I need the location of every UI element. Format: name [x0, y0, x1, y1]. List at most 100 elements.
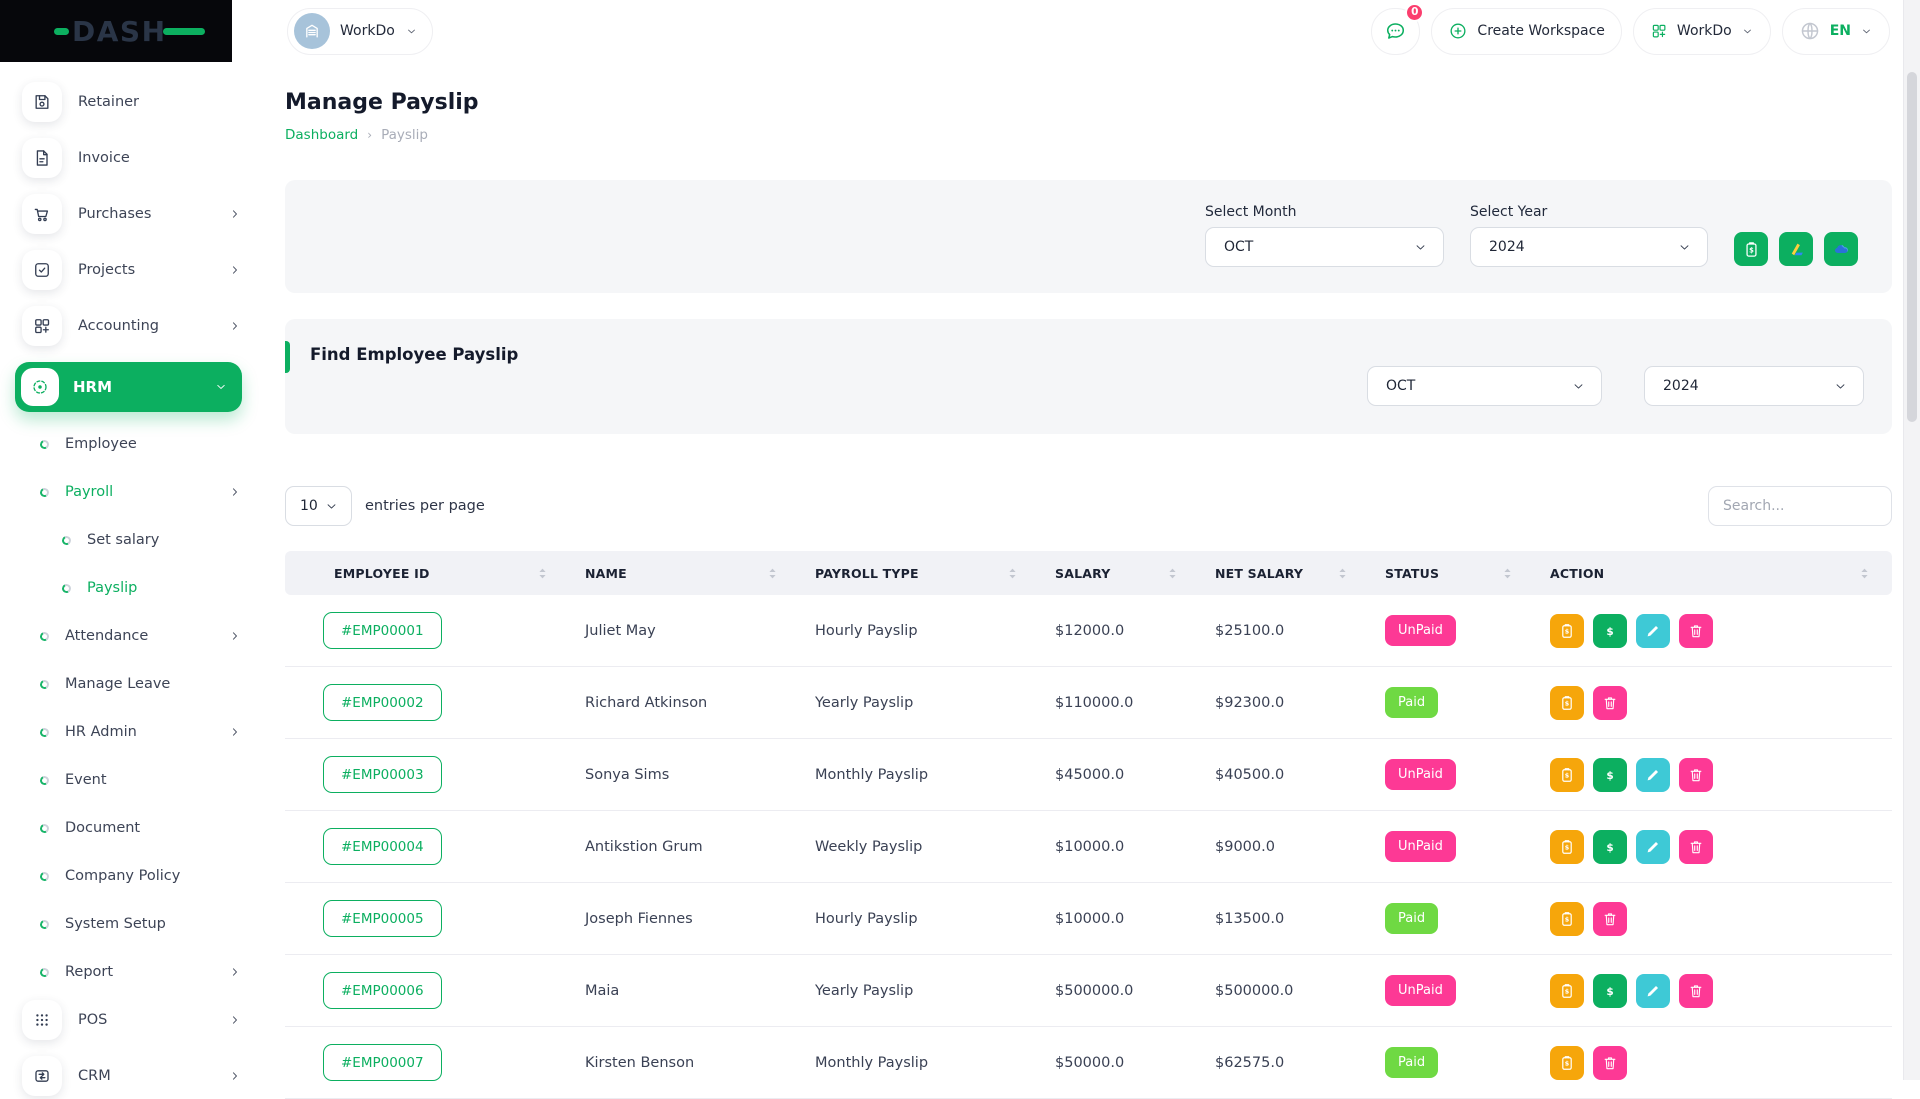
net-salary-value: $13500.0 [1215, 910, 1285, 927]
sidebar-item-pos[interactable]: POS [22, 1000, 242, 1040]
employee-id-link[interactable]: #EMP00004 [323, 828, 442, 865]
sidebar-item-payroll[interactable]: Payroll [22, 472, 242, 512]
sort-icon[interactable] [1500, 566, 1515, 581]
svg-text:$: $ [1749, 246, 1754, 254]
delete-button[interactable] [1593, 1045, 1627, 1080]
edit-button[interactable] [1636, 973, 1670, 1008]
find-employee-payslip-card: Find Employee Payslip OCT 2024 [285, 319, 1892, 434]
invoice-button[interactable]: $ [1550, 613, 1584, 648]
invoice-button[interactable]: $ [1550, 685, 1584, 720]
column-header-action[interactable]: ACTION [1535, 551, 1892, 595]
sidebar-item-system-setup[interactable]: System Setup [22, 904, 242, 944]
workspace-switcher[interactable]: WorkDo [287, 7, 433, 55]
find-year-select[interactable]: 2024 [1644, 366, 1864, 406]
find-year-value: 2024 [1663, 378, 1699, 394]
delete-button[interactable] [1679, 613, 1713, 648]
delete-button[interactable] [1593, 685, 1627, 720]
column-header-salary[interactable]: SALARY [1040, 551, 1200, 595]
delete-button[interactable] [1679, 829, 1713, 864]
sidebar-item-manage-leave[interactable]: Manage Leave [22, 664, 242, 704]
document-icon [22, 138, 62, 178]
sidebar-item-attendance[interactable]: Attendance [22, 616, 242, 656]
search-input[interactable] [1708, 486, 1892, 526]
invoice-button[interactable]: $ [1550, 901, 1584, 936]
delete-button[interactable] [1593, 901, 1627, 936]
sort-icon[interactable] [535, 566, 550, 581]
edit-button[interactable] [1636, 613, 1670, 648]
salary-value: $10000.0 [1055, 910, 1125, 927]
sidebar-item-purchases[interactable]: Purchases [22, 194, 242, 234]
bulk-payment-button[interactable]: $ [1734, 232, 1768, 266]
invoice-button[interactable]: $ [1550, 973, 1584, 1008]
column-header-name[interactable]: NAME [570, 551, 800, 595]
sidebar-item-payslip[interactable]: Payslip [22, 568, 242, 608]
create-workspace-label: Create Workspace [1477, 23, 1605, 39]
sidebar-item-employee[interactable]: Employee [22, 424, 242, 464]
sort-icon[interactable] [1335, 566, 1350, 581]
payslip-filter-card: Select Month OCT Select Year 2024 $ [285, 180, 1892, 293]
app-switcher-dropdown[interactable]: WorkDo [1632, 7, 1771, 55]
onedrive-export-button[interactable] [1824, 232, 1858, 266]
breadcrumb-separator: › [367, 128, 373, 142]
employee-id-link[interactable]: #EMP00007 [323, 1044, 442, 1081]
payment-button[interactable]: $ [1593, 829, 1627, 864]
table-header-row: EMPLOYEE ID NAME PAYROLL TYPE SALARY NET SAL… [285, 551, 1892, 595]
invoice-button[interactable]: $ [1550, 1045, 1584, 1080]
column-header-status[interactable]: STATUS [1370, 551, 1535, 595]
clipboard-dollar-icon: $ [1558, 1054, 1576, 1072]
sort-icon[interactable] [765, 566, 780, 581]
sidebar-item-projects[interactable]: Projects [22, 250, 242, 290]
employee-id-link[interactable]: #EMP00002 [323, 684, 442, 721]
sort-icon[interactable] [1165, 566, 1180, 581]
sidebar-item-document[interactable]: Document [22, 808, 242, 848]
payment-button[interactable]: $ [1593, 973, 1627, 1008]
google-drive-export-button[interactable] [1779, 232, 1813, 266]
delete-button[interactable] [1679, 973, 1713, 1008]
breadcrumb-dashboard-link[interactable]: Dashboard [285, 127, 359, 143]
year-select[interactable]: 2024 [1470, 227, 1708, 267]
payment-button[interactable]: $ [1593, 613, 1627, 648]
edit-button[interactable] [1636, 829, 1670, 864]
salary-value: $500000.0 [1055, 982, 1134, 999]
table-body: #EMP00001 Juliet May Hourly Payslip $12000.… [285, 595, 1892, 1099]
employee-name: Antikstion Grum [585, 838, 703, 855]
page-scrollbar[interactable] [1903, 0, 1920, 1080]
sort-icon[interactable] [1005, 566, 1020, 581]
clipboard-dollar-icon: $ [1558, 982, 1576, 1000]
year-select-value: 2024 [1489, 239, 1525, 255]
payslip-row: #EMP00001 Juliet May Hourly Payslip $12000.… [285, 595, 1892, 667]
employee-id-link[interactable]: #EMP00003 [323, 756, 442, 793]
delete-button[interactable] [1679, 757, 1713, 792]
sidebar-item-hrm[interactable]: HRM [15, 362, 242, 412]
employee-id-link[interactable]: #EMP00001 [323, 612, 442, 649]
logo-area: DASH [0, 0, 232, 62]
sidebar-item-set-salary[interactable]: Set salary [22, 520, 242, 560]
sidebar-item-report[interactable]: Report [22, 952, 242, 992]
sidebar-item-accounting[interactable]: Accounting [22, 306, 242, 346]
language-dropdown[interactable]: EN [1781, 7, 1890, 55]
messages-button[interactable]: 0 [1371, 2, 1425, 55]
column-header-net-salary[interactable]: NET SALARY [1200, 551, 1370, 595]
scrollbar-thumb[interactable] [1907, 72, 1917, 422]
edit-button[interactable] [1636, 757, 1670, 792]
sidebar-item-hr-admin[interactable]: HR Admin [22, 712, 242, 752]
payment-button[interactable]: $ [1593, 757, 1627, 792]
invoice-button[interactable]: $ [1550, 757, 1584, 792]
page-size-select[interactable]: 10 [285, 486, 352, 526]
dash-logo[interactable]: DASH [54, 15, 205, 48]
sidebar-item-event[interactable]: Event [22, 760, 242, 800]
month-select[interactable]: OCT [1205, 227, 1444, 267]
employee-id-link[interactable]: #EMP00006 [323, 972, 442, 1009]
bullet-icon [38, 726, 51, 738]
create-workspace-button[interactable]: Create Workspace [1431, 7, 1622, 55]
invoice-button[interactable]: $ [1550, 829, 1584, 864]
sidebar-item-invoice[interactable]: Invoice [22, 138, 242, 178]
sidebar-item-crm[interactable]: CRM [22, 1056, 242, 1096]
find-month-select[interactable]: OCT [1367, 366, 1602, 406]
sidebar-item-company-policy[interactable]: Company Policy [22, 856, 242, 896]
sort-icon[interactable] [1857, 566, 1872, 581]
employee-id-link[interactable]: #EMP00005 [323, 900, 442, 937]
column-header-payroll-type[interactable]: PAYROLL TYPE [800, 551, 1040, 595]
column-header-employee-id[interactable]: EMPLOYEE ID [285, 551, 570, 595]
sidebar-item-retainer[interactable]: Retainer [22, 82, 242, 122]
